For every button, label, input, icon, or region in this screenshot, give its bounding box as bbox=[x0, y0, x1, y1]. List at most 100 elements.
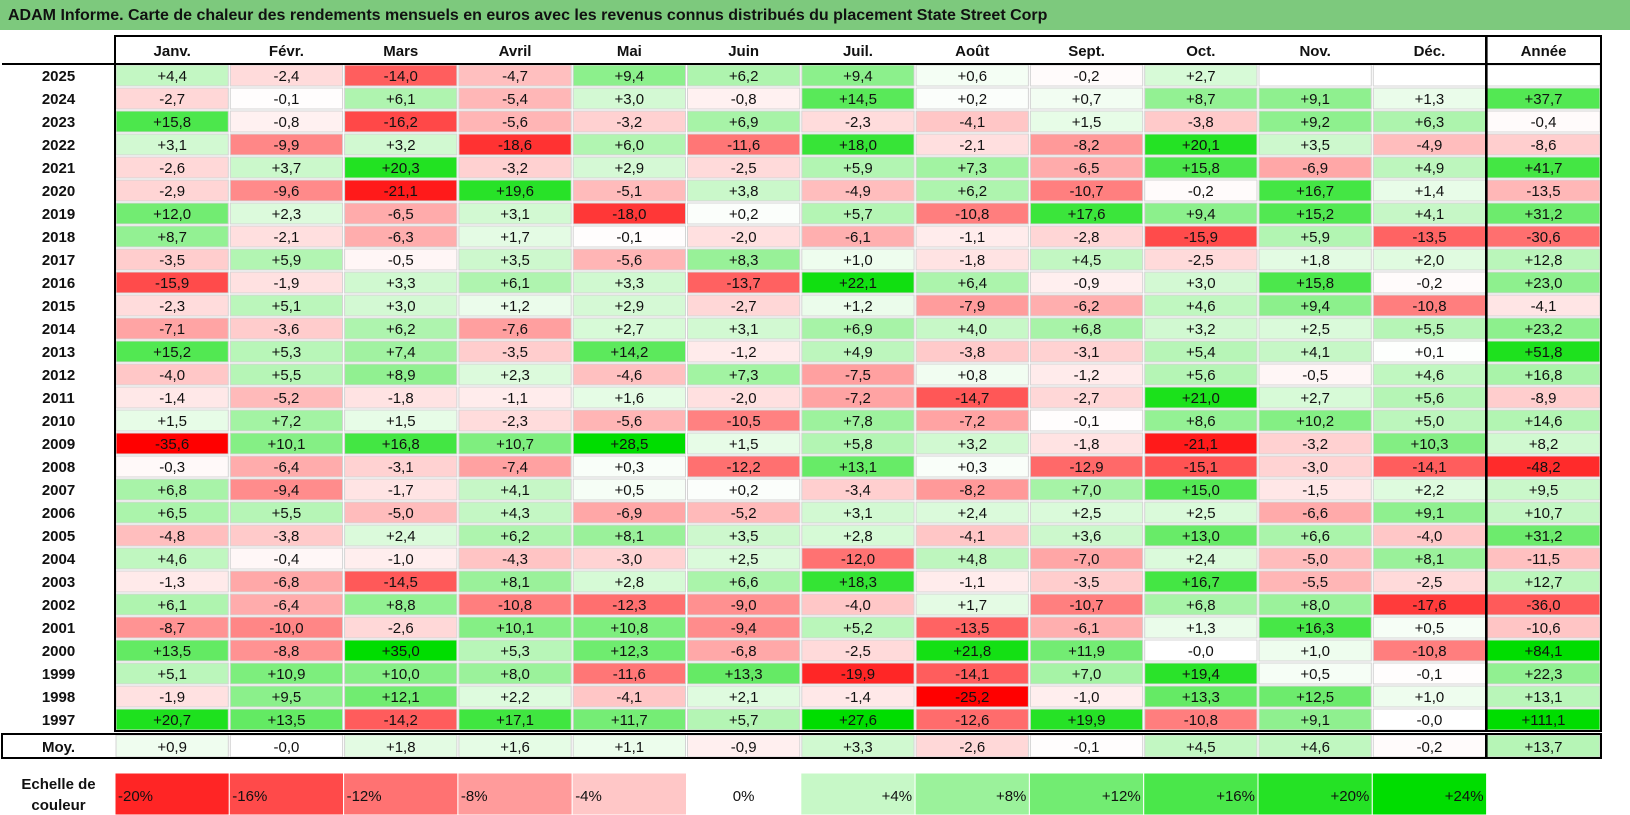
heatmap-cell bbox=[1029, 432, 1144, 455]
cell-value: +1,3 bbox=[1415, 91, 1445, 108]
average-value: -0,9 bbox=[731, 739, 757, 756]
cell-value: +16,7 bbox=[1182, 574, 1220, 591]
cell-value: +11,9 bbox=[1068, 643, 1105, 660]
cell-value: +4,9 bbox=[843, 344, 873, 361]
heatmap-cell bbox=[915, 685, 1029, 708]
heatmap-cell bbox=[801, 662, 915, 685]
heatmap-cell bbox=[572, 409, 687, 432]
heatmap-cell bbox=[229, 547, 344, 570]
heatmap-cell bbox=[687, 386, 801, 409]
heatmap-cell bbox=[229, 248, 344, 271]
heatmap-cell bbox=[344, 409, 458, 432]
annual-value: +22,3 bbox=[1525, 666, 1563, 683]
heatmap-cell bbox=[801, 225, 915, 248]
cell-value: +2,9 bbox=[615, 160, 645, 177]
cell-value: -3,8 bbox=[274, 528, 300, 545]
annual-value: +12,8 bbox=[1525, 252, 1563, 269]
cell-value: -10,8 bbox=[955, 206, 989, 223]
cell-value: +2,5 bbox=[1186, 505, 1216, 522]
annual-value: +51,8 bbox=[1525, 344, 1563, 361]
row-year-label: 1997 bbox=[42, 712, 75, 729]
cell-value: +9,1 bbox=[1415, 505, 1445, 522]
cell-value: +18,3 bbox=[839, 574, 877, 591]
month-header: Janv. bbox=[154, 43, 191, 60]
cell-value: +2,4 bbox=[957, 505, 987, 522]
heatmap-cell bbox=[687, 202, 801, 225]
cell-value: +5,5 bbox=[1415, 321, 1445, 338]
annual-value: -10,6 bbox=[1526, 620, 1560, 637]
row-year-label: 2006 bbox=[42, 505, 75, 522]
cell-value: +1,7 bbox=[500, 229, 530, 246]
heatmap-cell bbox=[1258, 271, 1372, 294]
heatmap-cell bbox=[458, 202, 572, 225]
cell-value: -14,0 bbox=[384, 68, 418, 85]
cell-value: -7,0 bbox=[1074, 551, 1100, 568]
heatmap-cell bbox=[915, 409, 1029, 432]
cell-value: -6,9 bbox=[616, 505, 642, 522]
heatmap-cell bbox=[1258, 294, 1372, 317]
cell-value: -4,1 bbox=[959, 114, 985, 131]
annual-value: +31,2 bbox=[1525, 528, 1563, 545]
heatmap-cell bbox=[915, 593, 1029, 616]
cell-value: +3,5 bbox=[729, 528, 759, 545]
heatmap-cell bbox=[1144, 593, 1258, 616]
cell-value: -2,7 bbox=[159, 91, 185, 108]
heatmap-cell bbox=[229, 340, 344, 363]
annual-value: -36,0 bbox=[1526, 597, 1560, 614]
cell-value: +0,5 bbox=[1415, 620, 1445, 637]
cell-value: -0,3 bbox=[159, 459, 185, 476]
cell-value: -3,0 bbox=[1302, 459, 1328, 476]
heatmap-cell bbox=[229, 455, 344, 478]
heatmap-cell bbox=[801, 317, 915, 340]
month-header: Juil. bbox=[843, 43, 873, 60]
heatmap-cell bbox=[229, 432, 344, 455]
heatmap-cell bbox=[229, 202, 344, 225]
cell-value: -8,8 bbox=[274, 643, 300, 660]
cell-value: -1,5 bbox=[1302, 482, 1328, 499]
heatmap-cell bbox=[801, 156, 915, 179]
color-scale-stop-label: +4% bbox=[882, 788, 912, 805]
cell-value: -0,1 bbox=[616, 229, 642, 246]
row-year-label: 2012 bbox=[42, 367, 75, 384]
cell-value: +15,2 bbox=[153, 344, 191, 361]
cell-value: +3,0 bbox=[1186, 275, 1216, 292]
cell-value: +17,1 bbox=[496, 712, 534, 729]
cell-value: +12,3 bbox=[610, 643, 648, 660]
heatmap-cell bbox=[801, 570, 915, 593]
heatmap-cell bbox=[229, 662, 344, 685]
cell-value: -4,9 bbox=[1417, 137, 1443, 154]
cell-value: -6,1 bbox=[1074, 620, 1100, 637]
average-value: +4,6 bbox=[1300, 739, 1330, 756]
cell-value: -21,1 bbox=[1184, 436, 1218, 453]
heatmap-cell bbox=[1144, 386, 1258, 409]
cell-value: +3,2 bbox=[386, 137, 416, 154]
heatmap-cell bbox=[801, 110, 915, 133]
month-header: Juin bbox=[728, 43, 759, 60]
heatmap-cell bbox=[687, 501, 801, 524]
cell-value: -3,5 bbox=[159, 252, 185, 269]
heatmap-cell bbox=[915, 639, 1029, 662]
heatmap-cell bbox=[801, 87, 915, 110]
cell-value: +15,8 bbox=[1296, 275, 1334, 292]
row-year-label: 2015 bbox=[42, 298, 75, 315]
cell-value: -16,2 bbox=[384, 114, 418, 131]
cell-value: -1,2 bbox=[731, 344, 757, 361]
cell-value: +5,0 bbox=[1415, 413, 1445, 430]
cell-value: -6,5 bbox=[1074, 160, 1100, 177]
cell-value: +21,0 bbox=[1182, 390, 1220, 407]
cell-value: -5,0 bbox=[1302, 551, 1328, 568]
heatmap-cell bbox=[229, 478, 344, 501]
cell-value: -3,5 bbox=[1074, 574, 1100, 591]
heatmap-cell bbox=[344, 363, 458, 386]
cell-value: +35,0 bbox=[382, 643, 420, 660]
cell-value: +16,7 bbox=[1296, 183, 1334, 200]
heatmap-cell bbox=[344, 547, 458, 570]
heatmap-cell bbox=[801, 386, 915, 409]
cell-value: -12,0 bbox=[841, 551, 875, 568]
cell-value: -10,8 bbox=[498, 597, 532, 614]
heatmap-cell bbox=[1029, 455, 1144, 478]
cell-value: -2,9 bbox=[159, 183, 185, 200]
heatmap-cell bbox=[458, 386, 572, 409]
color-scale-swatch bbox=[571, 772, 688, 815]
cell-value: -5,2 bbox=[274, 390, 300, 407]
